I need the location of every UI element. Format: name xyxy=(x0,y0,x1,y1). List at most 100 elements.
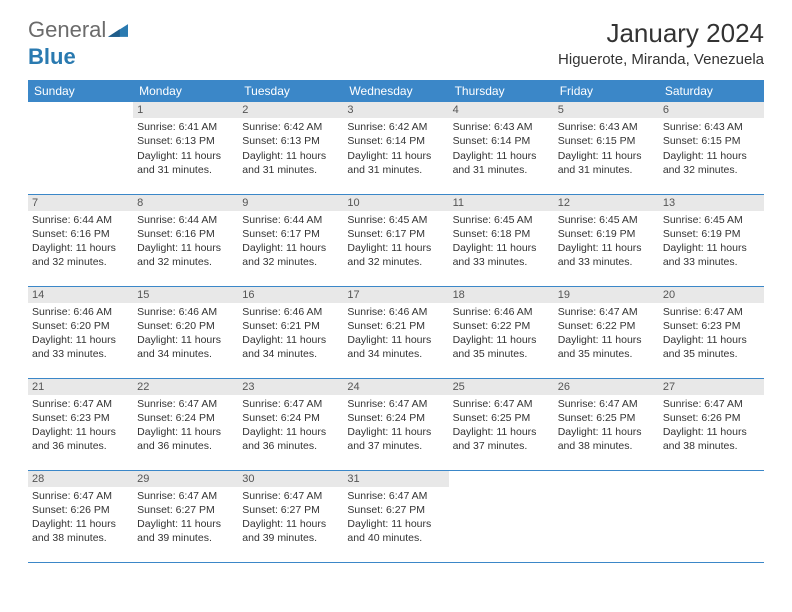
sunrise-line: Sunrise: 6:46 AM xyxy=(32,306,112,318)
sunset-line: Sunset: 6:13 PM xyxy=(242,135,320,147)
sunset-line: Sunset: 6:20 PM xyxy=(137,320,215,332)
daylight-line: Daylight: 11 hours and 36 minutes. xyxy=(242,426,326,452)
sunset-line: Sunset: 6:19 PM xyxy=(663,228,741,240)
calendar-day-cell: 28Sunrise: 6:47 AMSunset: 6:26 PMDayligh… xyxy=(28,470,133,562)
daylight-line: Daylight: 11 hours and 35 minutes. xyxy=(453,334,537,360)
daylight-line: Daylight: 11 hours and 31 minutes. xyxy=(347,150,431,176)
calendar-day-cell: 27Sunrise: 6:47 AMSunset: 6:26 PMDayligh… xyxy=(659,378,764,470)
day-number: 29 xyxy=(133,471,238,487)
calendar-day-cell: 21Sunrise: 6:47 AMSunset: 6:23 PMDayligh… xyxy=(28,378,133,470)
calendar-day-cell: 26Sunrise: 6:47 AMSunset: 6:25 PMDayligh… xyxy=(554,378,659,470)
sunrise-line: Sunrise: 6:44 AM xyxy=(137,214,217,226)
daylight-line: Daylight: 11 hours and 32 minutes. xyxy=(242,242,326,268)
day-header: Friday xyxy=(554,80,659,102)
calendar-day-cell: 2Sunrise: 6:42 AMSunset: 6:13 PMDaylight… xyxy=(238,102,343,194)
day-number: 31 xyxy=(343,471,448,487)
sunrise-line: Sunrise: 6:46 AM xyxy=(242,306,322,318)
day-header-row: SundayMondayTuesdayWednesdayThursdayFrid… xyxy=(28,80,764,102)
calendar-day-cell: 5Sunrise: 6:43 AMSunset: 6:15 PMDaylight… xyxy=(554,102,659,194)
day-number: 10 xyxy=(343,195,448,211)
day-content: Sunrise: 6:45 AMSunset: 6:19 PMDaylight:… xyxy=(554,211,659,272)
daylight-line: Daylight: 11 hours and 37 minutes. xyxy=(453,426,537,452)
day-content: Sunrise: 6:45 AMSunset: 6:19 PMDaylight:… xyxy=(659,211,764,272)
day-content: Sunrise: 6:46 AMSunset: 6:21 PMDaylight:… xyxy=(343,303,448,364)
calendar-week-row: 21Sunrise: 6:47 AMSunset: 6:23 PMDayligh… xyxy=(28,378,764,470)
daylight-line: Daylight: 11 hours and 32 minutes. xyxy=(663,150,747,176)
day-content: Sunrise: 6:47 AMSunset: 6:27 PMDaylight:… xyxy=(238,487,343,548)
sunset-line: Sunset: 6:25 PM xyxy=(453,412,531,424)
sunset-line: Sunset: 6:26 PM xyxy=(663,412,741,424)
day-header: Thursday xyxy=(449,80,554,102)
daylight-line: Daylight: 11 hours and 33 minutes. xyxy=(558,242,642,268)
day-content: Sunrise: 6:46 AM Sunset: 6:20 PM Daylight:… xyxy=(133,303,238,364)
sunset-line: Sunset: 6:17 PM xyxy=(347,228,425,240)
sunset-line: Sunset: 6:15 PM xyxy=(558,135,636,147)
day-number: 25 xyxy=(449,379,554,395)
sunrise-line: Sunrise: 6:47 AM xyxy=(347,398,427,410)
day-header: Saturday xyxy=(659,80,764,102)
sunset-line: Sunset: 6:24 PM xyxy=(242,412,320,424)
day-number: 27 xyxy=(659,379,764,395)
day-content: Sunrise: 6:45 AMSunset: 6:18 PMDaylight:… xyxy=(449,211,554,272)
calendar-day-cell: 12Sunrise: 6:45 AMSunset: 6:19 PMDayligh… xyxy=(554,194,659,286)
day-content: Sunrise: 6:47 AMSunset: 6:26 PMDaylight:… xyxy=(28,487,133,548)
calendar-day-cell: 17Sunrise: 6:46 AMSunset: 6:21 PMDayligh… xyxy=(343,286,448,378)
day-number: 24 xyxy=(343,379,448,395)
day-number: 12 xyxy=(554,195,659,211)
sunrise-line: Sunrise: 6:47 AM xyxy=(558,398,638,410)
page-header: GeneralBlue January 2024 Higuerote, Mira… xyxy=(0,0,792,76)
sunset-line: Sunset: 6:27 PM xyxy=(347,504,425,516)
calendar-day-cell: 25Sunrise: 6:47 AMSunset: 6:25 PMDayligh… xyxy=(449,378,554,470)
daylight-line: Daylight: 11 hours and 33 minutes. xyxy=(663,242,747,268)
sunrise-line: Sunrise: 6:45 AM xyxy=(347,214,427,226)
day-header: Wednesday xyxy=(343,80,448,102)
daylight-line: Daylight: 11 hours and 38 minutes. xyxy=(663,426,747,452)
calendar-empty-cell xyxy=(554,470,659,562)
calendar-day-cell: 14Sunrise: 6:46 AMSunset: 6:20 PMDayligh… xyxy=(28,286,133,378)
day-content: Sunrise: 6:47 AMSunset: 6:27 PMDaylight:… xyxy=(343,487,448,548)
calendar-day-cell: 22Sunrise: 6:47 AMSunset: 6:24 PMDayligh… xyxy=(133,378,238,470)
day-number: 19 xyxy=(554,287,659,303)
day-number: 18 xyxy=(449,287,554,303)
daylight-line: Daylight: 11 hours and 36 minutes. xyxy=(137,426,221,452)
daylight-line: Daylight: 11 hours and 33 minutes. xyxy=(453,242,537,268)
day-number: 9 xyxy=(238,195,343,211)
day-content: Sunrise: 6:47 AMSunset: 6:25 PMDaylight:… xyxy=(554,395,659,456)
logo-triangle-icon xyxy=(108,18,128,41)
sunrise-line: Sunrise: 6:44 AM xyxy=(32,214,112,226)
daylight-line: Daylight: 11 hours and 34 minutes. xyxy=(137,334,221,360)
sunset-line: Sunset: 6:23 PM xyxy=(32,412,110,424)
sunrise-line: Sunrise: 6:47 AM xyxy=(347,490,427,502)
sunrise-line: Sunrise: 6:43 AM xyxy=(663,121,743,133)
sunrise-line: Sunrise: 6:47 AM xyxy=(137,398,217,410)
sunset-line: Sunset: 6:16 PM xyxy=(137,228,215,240)
calendar-empty-cell xyxy=(28,102,133,194)
day-content: Sunrise: 6:47 AMSunset: 6:26 PMDaylight:… xyxy=(659,395,764,456)
day-content: Sunrise: 6:42 AMSunset: 6:13 PMDaylight:… xyxy=(238,118,343,179)
calendar-empty-cell xyxy=(449,470,554,562)
calendar-day-cell: 10 Sunrise: 6:45 AM Sunset: 6:17 PM Dayligh… xyxy=(343,194,448,286)
calendar-day-cell: 6Sunrise: 6:43 AMSunset: 6:15 PMDaylight… xyxy=(659,102,764,194)
daylight-line: Daylight: 11 hours and 32 minutes. xyxy=(347,242,431,268)
sunset-line: Sunset: 6:21 PM xyxy=(347,320,425,332)
sunrise-line: Sunrise: 6:45 AM xyxy=(558,214,638,226)
sunrise-line: Sunrise: 6:46 AM xyxy=(137,306,217,318)
sunrise-line: Sunrise: 6:41 AM xyxy=(137,121,217,133)
calendar-day-cell: 3Sunrise: 6:42 AMSunset: 6:14 PMDaylight… xyxy=(343,102,448,194)
month-title: January 2024 xyxy=(558,18,764,49)
calendar-day-cell: 30Sunrise: 6:47 AMSunset: 6:27 PMDayligh… xyxy=(238,470,343,562)
sunrise-line: Sunrise: 6:46 AM xyxy=(453,306,533,318)
day-number: 22 xyxy=(133,379,238,395)
sunrise-line: Sunrise: 6:47 AM xyxy=(242,490,322,502)
calendar-day-cell: 23Sunrise: 6:47 AMSunset: 6:24 PMDayligh… xyxy=(238,378,343,470)
calendar-body: 1Sunrise: 6:41 AMSunset: 6:13 PMDaylight… xyxy=(28,102,764,562)
sunset-line: Sunset: 6:22 PM xyxy=(558,320,636,332)
day-content: Sunrise: 6:46 AMSunset: 6:20 PMDaylight:… xyxy=(28,303,133,364)
daylight-line: Daylight: 11 hours and 39 minutes. xyxy=(242,518,326,544)
daylight-line: Daylight: 11 hours and 37 minutes. xyxy=(347,426,431,452)
day-number: 23 xyxy=(238,379,343,395)
calendar-day-cell: 7Sunrise: 6:44 AMSunset: 6:16 PMDaylight… xyxy=(28,194,133,286)
day-number: 17 xyxy=(343,287,448,303)
calendar-day-cell: 19Sunrise: 6:47 AMSunset: 6:22 PMDayligh… xyxy=(554,286,659,378)
sunset-line: Sunset: 6:22 PM xyxy=(453,320,531,332)
